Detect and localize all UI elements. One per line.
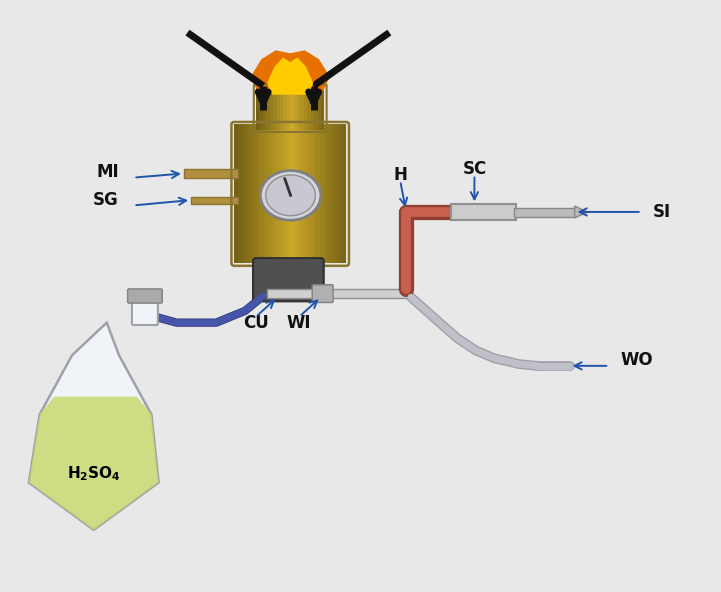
Bar: [280, 86, 283, 130]
Bar: [268, 124, 272, 263]
Text: SG: SG: [93, 191, 119, 208]
Circle shape: [266, 175, 315, 215]
Bar: [317, 124, 320, 263]
Bar: [275, 124, 279, 263]
Bar: [249, 124, 253, 263]
Polygon shape: [575, 206, 588, 218]
Text: CU: CU: [243, 314, 269, 332]
Bar: [294, 124, 298, 263]
Bar: [257, 124, 260, 263]
Bar: [253, 124, 257, 263]
Bar: [304, 86, 307, 130]
Bar: [297, 86, 301, 130]
Bar: [342, 124, 346, 263]
Bar: [301, 124, 305, 263]
Bar: [273, 86, 276, 130]
Bar: [242, 124, 245, 263]
Bar: [339, 124, 342, 263]
Polygon shape: [29, 323, 159, 530]
Bar: [291, 124, 294, 263]
Bar: [327, 124, 331, 263]
Text: WO: WO: [620, 351, 653, 369]
Bar: [283, 124, 286, 263]
Text: $\mathbf{H_2SO_4}$: $\mathbf{H_2SO_4}$: [67, 464, 120, 483]
Bar: [283, 86, 287, 130]
Bar: [272, 124, 275, 263]
Bar: [305, 124, 309, 263]
Bar: [264, 124, 268, 263]
Bar: [313, 124, 317, 263]
Bar: [286, 124, 290, 263]
Polygon shape: [251, 50, 330, 92]
FancyBboxPatch shape: [132, 298, 158, 325]
Bar: [321, 86, 324, 130]
Bar: [245, 124, 249, 263]
FancyBboxPatch shape: [128, 289, 162, 303]
Bar: [184, 169, 238, 178]
Bar: [267, 289, 411, 298]
Bar: [266, 86, 270, 130]
Bar: [256, 86, 260, 130]
Bar: [320, 124, 324, 263]
Bar: [514, 208, 575, 217]
Bar: [307, 86, 311, 130]
Circle shape: [260, 170, 321, 220]
Bar: [290, 86, 293, 130]
Bar: [191, 197, 238, 204]
Bar: [317, 86, 321, 130]
FancyBboxPatch shape: [253, 258, 324, 301]
Bar: [309, 124, 313, 263]
Bar: [234, 124, 238, 263]
Text: WI: WI: [287, 314, 311, 332]
Bar: [277, 86, 280, 130]
Text: SC: SC: [462, 160, 487, 178]
Bar: [293, 86, 297, 130]
Polygon shape: [267, 57, 313, 95]
Bar: [287, 86, 290, 130]
FancyBboxPatch shape: [312, 285, 333, 303]
Bar: [301, 86, 304, 130]
Bar: [260, 86, 262, 130]
Text: H: H: [393, 166, 407, 184]
Text: SI: SI: [653, 203, 671, 221]
Bar: [263, 86, 266, 130]
Bar: [324, 124, 327, 263]
Polygon shape: [29, 397, 159, 530]
Bar: [298, 124, 301, 263]
Bar: [279, 124, 283, 263]
Bar: [335, 124, 339, 263]
Bar: [314, 86, 317, 130]
Text: MI: MI: [97, 163, 119, 181]
Bar: [451, 204, 516, 220]
Bar: [331, 124, 335, 263]
Bar: [238, 124, 242, 263]
Bar: [311, 86, 314, 130]
Bar: [260, 124, 264, 263]
Bar: [270, 86, 273, 130]
